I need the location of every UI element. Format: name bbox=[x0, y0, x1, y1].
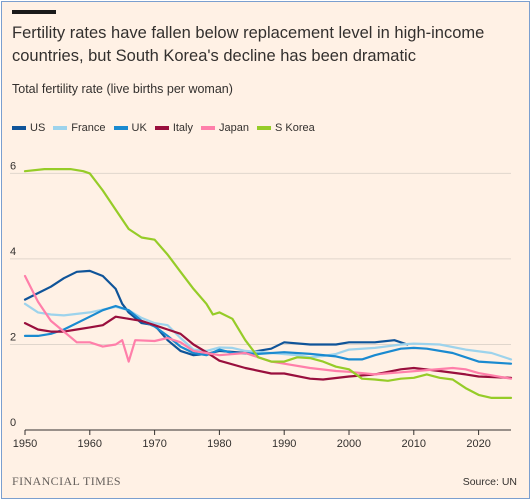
series-line-s-korea bbox=[23, 168, 513, 399]
y-tick-label: 0 bbox=[10, 417, 16, 429]
y-tick-label: 6 bbox=[10, 160, 16, 172]
y-tick-label: 2 bbox=[10, 331, 16, 343]
series-line-uk bbox=[23, 304, 513, 365]
legend-label: US bbox=[30, 122, 46, 134]
x-tick-label: 1970 bbox=[142, 438, 166, 450]
legend-label: UK bbox=[131, 122, 147, 134]
legend-swatch bbox=[256, 126, 271, 130]
x-tick-label: 2020 bbox=[466, 438, 490, 450]
legend: US France UK Italy Japan S Korea bbox=[12, 122, 323, 134]
legend-swatch bbox=[154, 126, 169, 130]
legend-label: Japan bbox=[219, 122, 249, 134]
legend-swatch bbox=[113, 126, 128, 130]
legend-item: US bbox=[12, 122, 45, 134]
legend-label: Italy bbox=[172, 122, 193, 134]
legend-item: Japan bbox=[201, 122, 249, 134]
legend-swatch bbox=[12, 126, 26, 130]
legend-swatch bbox=[201, 126, 215, 130]
y-tick-label: 4 bbox=[10, 246, 16, 258]
legend-item: France bbox=[53, 122, 106, 134]
x-tick-label: 1960 bbox=[78, 438, 102, 450]
chart-title: Fertility rates have fallen below replac… bbox=[12, 24, 485, 65]
legend-swatch bbox=[53, 126, 68, 130]
legend-item: UK bbox=[113, 122, 147, 134]
x-tick-label: 2000 bbox=[337, 438, 361, 450]
source-note: Source: UN bbox=[462, 476, 517, 488]
chart-subtitle: Total fertility rate (live births per wo… bbox=[12, 82, 233, 96]
legend-label: France bbox=[71, 122, 106, 134]
x-tick-label: 1950 bbox=[13, 438, 37, 450]
x-tick-label: 1980 bbox=[207, 438, 231, 450]
series-line-japan bbox=[23, 274, 513, 380]
legend-item: Italy bbox=[154, 122, 193, 134]
legend-item: S Korea bbox=[256, 122, 315, 134]
brand-logo: FINANCIAL TIMES bbox=[12, 474, 122, 488]
legend-label: S Korea bbox=[274, 122, 315, 134]
x-tick-label: 2010 bbox=[402, 438, 426, 450]
x-tick-label: 1990 bbox=[272, 438, 296, 450]
series-line-us bbox=[23, 269, 409, 357]
top-accent-bar bbox=[12, 10, 56, 14]
